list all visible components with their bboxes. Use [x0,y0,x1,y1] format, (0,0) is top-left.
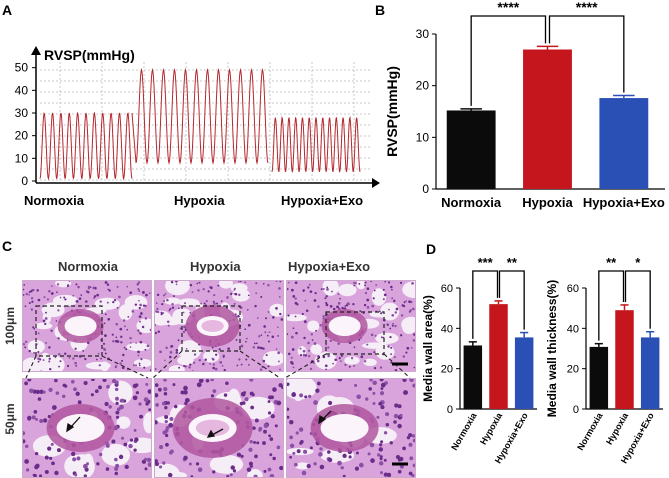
chart-d2-ytick-label: 60 [567,283,579,295]
panel-c-row-50um: 50μm [3,403,17,434]
he-image-hypoxia-100um [154,280,284,372]
he-image-hypoxia-exo-50um [286,378,416,478]
panel-a-label-normoxia: Normoxia [24,193,85,208]
panel-a-ylabel: RVSP(mmHg) [44,47,135,63]
trace-normoxia [39,111,133,181]
panel-a-label-hypoxia: Hypoxia [174,193,225,208]
panel-a-trace-chart: A 0 10 20 30 40 50 RVSP(mmHg) Normoxia Hypoxi… [2,2,380,208]
chart-d1-sig-label: *** [478,255,494,270]
chart-d2-sig-bracket [598,270,625,341]
chart-d1-ytick-label: 40 [441,323,453,335]
panel-d-letter: D [426,241,436,257]
chart-d1-ytick-label: 0 [447,404,453,416]
chart-b-ylabel: RVSP(mmHg) [384,66,400,157]
chart-d2-bar-normoxia [589,346,609,409]
panel-a-ytick-label: 10 [15,151,29,165]
panel-a-ytick-label: 50 [15,61,29,75]
panel-c-row-100um: 100μm [3,307,17,345]
chart-b-ytick-label: 10 [416,130,430,144]
chart-d2-ylabel: Media wall thickness(%) [545,280,559,417]
chart-d1-cat-normoxia: Normoxia [449,410,479,452]
trace-hypoxia [135,67,269,165]
panel-c-histology: C Normoxia Hypoxia Hypoxia+Exo 100μm 50μ… [0,236,420,478]
panel-a-x-arrow [372,178,380,188]
panel-a-ytick-label: 0 [21,174,28,188]
chart-d2-ytick-label: 40 [567,323,579,335]
he-image-hypoxia-50um [154,378,284,478]
chart-d1-bar-normoxia [463,345,483,409]
chart-d1-ytick-label: 20 [441,364,453,376]
chart-d1-ytick-label: 60 [441,283,453,295]
chart-b-cat-normoxia: Normoxia [441,195,502,210]
chart-b-sig-label: **** [497,0,519,15]
panel-a-ytick-label: 30 [15,106,29,120]
chart-d2-ytick-label: 20 [567,364,579,376]
panel-a-axes: 0 10 20 30 40 50 [15,46,380,188]
chart-d1-bar-hypoxia-exo [514,337,534,409]
chart-b-ytick-label: 0 [422,182,429,196]
chart-b-ytick-label: 30 [416,27,430,41]
chart-b-bar-hypoxia-exo [599,98,649,189]
chart-b-sig-bracket [470,15,547,106]
panel-b-letter: B [375,2,385,18]
trace-hypoxia-exo [271,115,361,173]
panel-a-ytick-label: 40 [15,83,29,97]
chart-b-ytick-label: 20 [416,79,430,93]
panel-a-ytick-label: 20 [15,129,29,143]
chart-b-sig-bracket [548,15,625,93]
chart-d1-sig-bracket [498,270,525,330]
chart-b-cat-hypoxia-exo: Hypoxia+Exo [583,195,665,210]
chart-d2-cat-hypoxia: Hypoxia [604,410,631,446]
he-image-normoxia-50um [22,378,152,478]
chart-b-bar-normoxia [446,110,496,189]
chart-d1-sig-label: ** [507,255,518,270]
chart-d1-bar-hypoxia [489,304,508,409]
chart-d2-sig-label: * [635,255,641,270]
chart-d2-cat-normoxia: Normoxia [575,410,605,452]
chart-d2-sig-bracket [624,270,651,329]
panel-a-group-labels: Normoxia Hypoxia Hypoxia+Exo [24,193,363,208]
chart-b-bar-hypoxia [523,49,572,189]
chart-d1-cat-hypoxia: Hypoxia [478,410,505,446]
panel-a-letter: A [2,2,12,18]
chart-d2-ytick-label: 0 [573,404,579,416]
panel-c-col-hypoxia-exo: Hypoxia+Exo [288,259,370,274]
panel-b-rvsp-bar-chart: B 0 10 20 30 RVSP(mmHg) Normoxia Hypoxia Hypoxi… [375,0,665,210]
panel-c-annotations: C Normoxia Hypoxia Hypoxia+Exo 100μm 50μ… [2,238,370,435]
chart-d1-sig-bracket [472,270,499,339]
chart-d1-ylabel: Media wall area(%) [421,295,435,402]
panel-a-y-arrow [31,46,41,55]
chart-d2-sig-label: ** [606,255,617,270]
panel-a-pressure-trace [39,67,361,181]
panel-a-label-hypoxia-exo: Hypoxia+Exo [281,193,363,208]
he-image-hypoxia-exo-100um [286,280,416,372]
panel-c-col-normoxia: Normoxia [58,259,119,274]
chart-d2-bar-hypoxia-exo [640,337,660,409]
panel-c-col-hypoxia: Hypoxia [190,259,241,274]
he-image-normoxia-100um [22,280,152,372]
chart-d2-bar-hypoxia [615,310,634,409]
chart-b-sig-label: **** [576,0,598,15]
panel-c-letter: C [2,238,12,254]
chart-b-cat-hypoxia: Hypoxia [522,195,573,210]
